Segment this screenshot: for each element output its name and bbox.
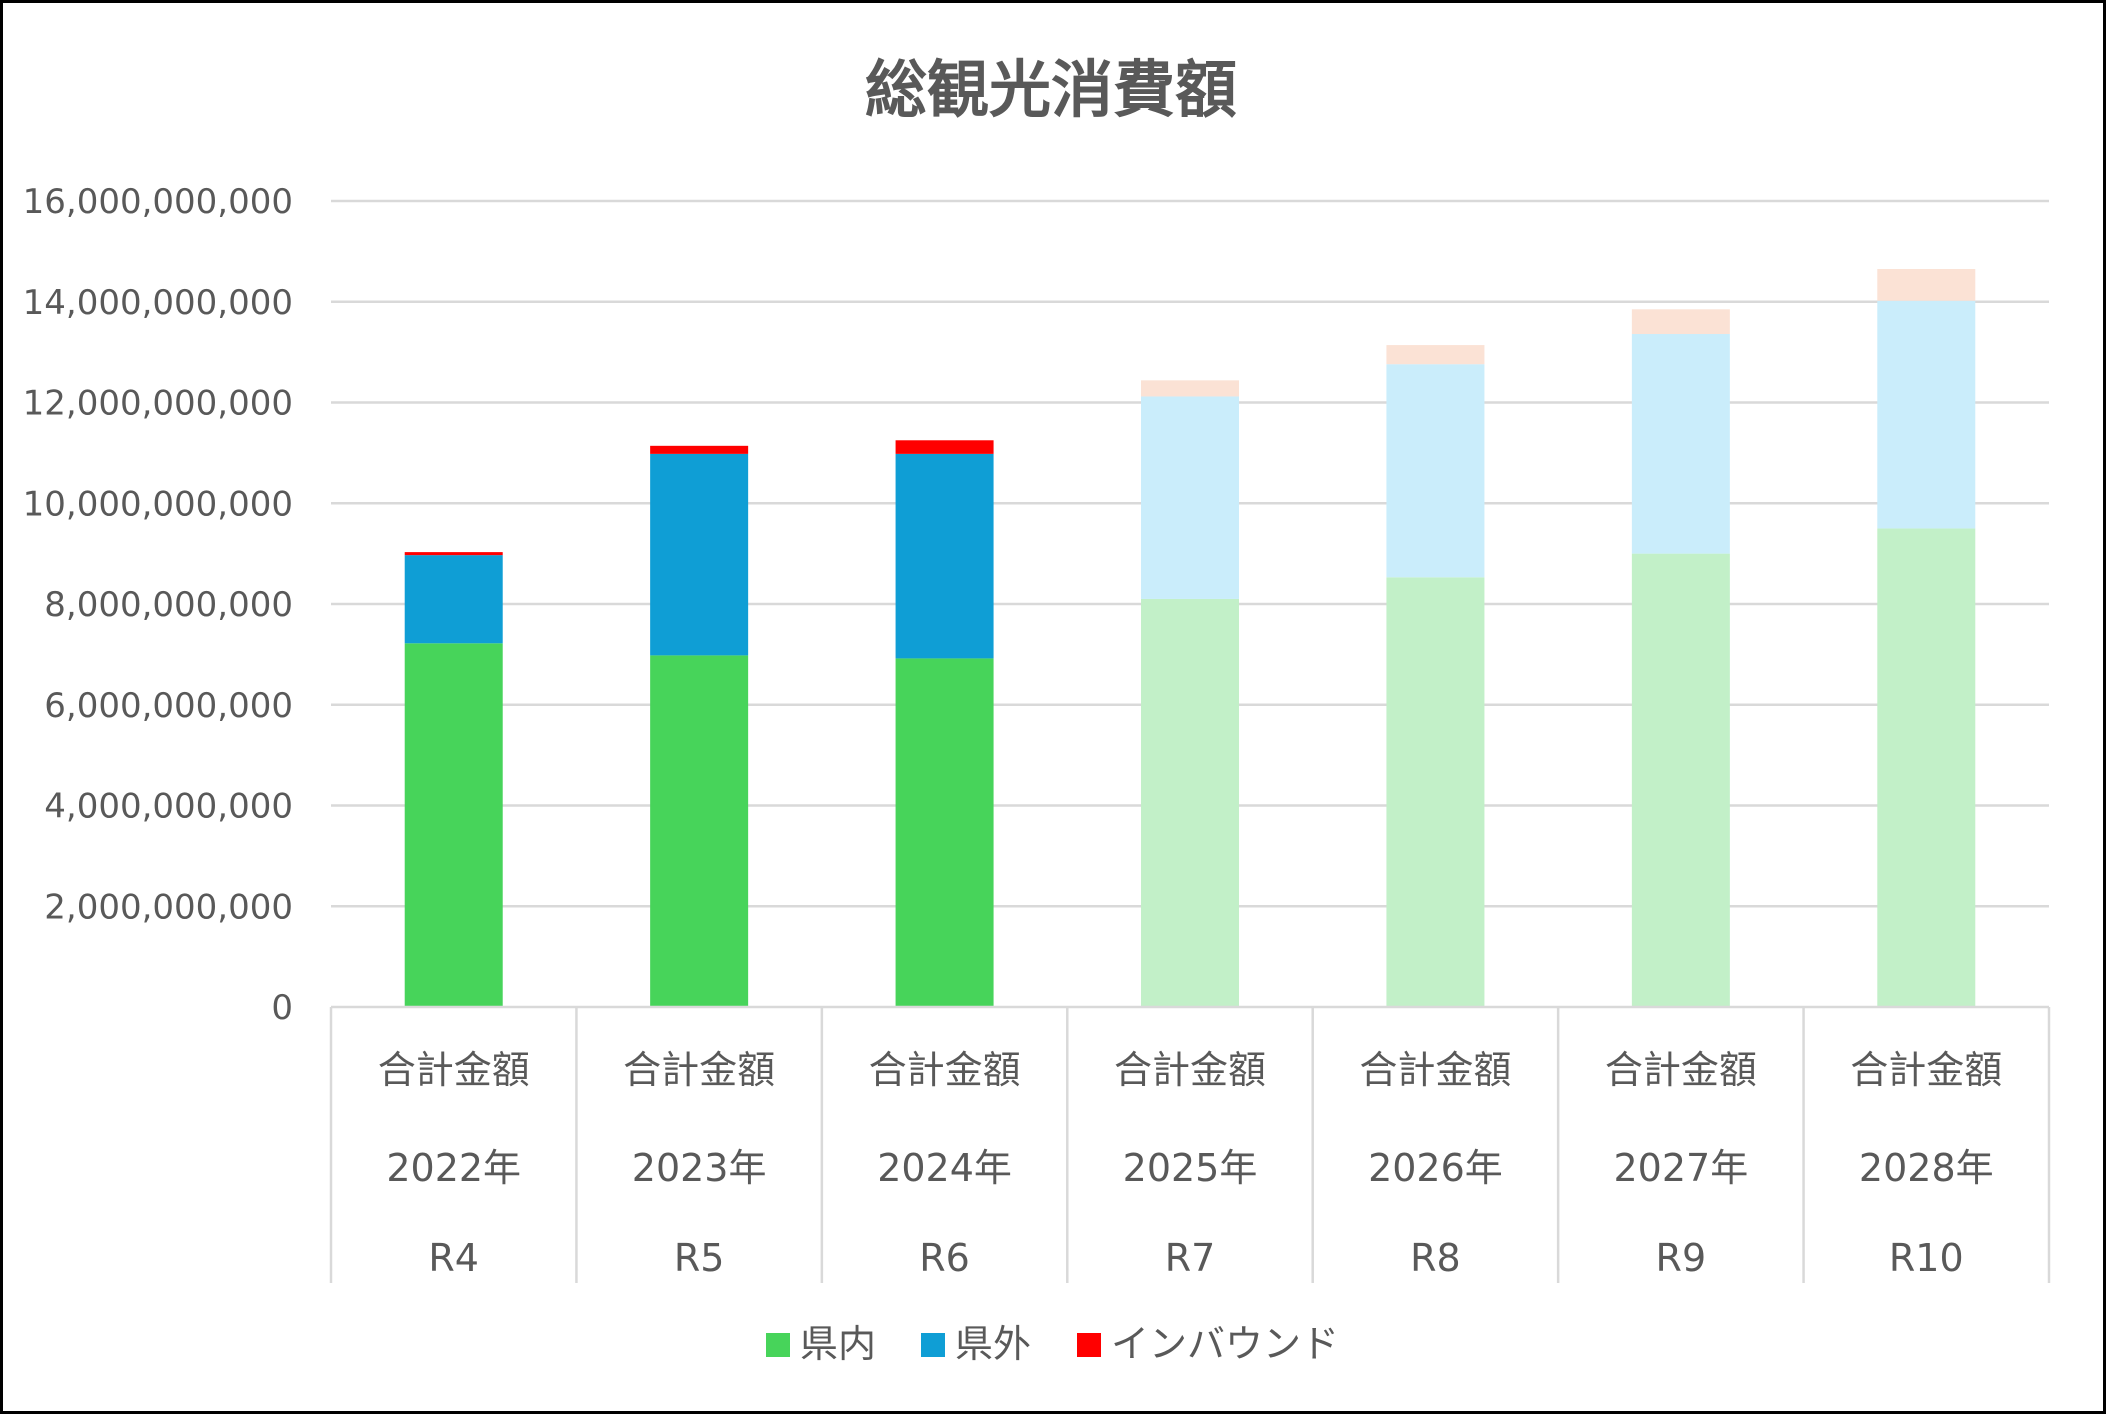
bar-segment-インバウンド xyxy=(650,445,749,454)
y-tick-label: 2,000,000,000 xyxy=(44,887,293,927)
bar-segment-県外 xyxy=(1386,364,1485,578)
bar-segment-県内 xyxy=(1877,528,1976,1007)
y-tick-label: 10,000,000,000 xyxy=(23,484,293,524)
bar-segment-インバウンド xyxy=(404,552,503,556)
y-tick-label: 8,000,000,000 xyxy=(44,585,293,625)
y-tick-label: 6,000,000,000 xyxy=(44,686,293,726)
x-category-label-line1: 合計金額 xyxy=(378,1048,530,1092)
x-category-label-line2: 2027年 xyxy=(1613,1146,1748,1190)
x-category-label-line1: 合計金額 xyxy=(1850,1048,2002,1092)
y-tick-label: 16,000,000,000 xyxy=(23,182,293,222)
y-tick-label: 14,000,000,000 xyxy=(23,283,293,323)
bar-segment-県内 xyxy=(404,643,503,1007)
x-category-label-line1: 合計金額 xyxy=(1359,1048,1511,1092)
x-category-label-line2: 2028年 xyxy=(1859,1146,1994,1190)
legend-label: インバウンド xyxy=(1111,1322,1339,1366)
bar-segment-インバウンド xyxy=(1386,345,1485,365)
y-tick-label: 4,000,000,000 xyxy=(44,787,293,827)
x-category-label-line1: 合計金額 xyxy=(1605,1048,1757,1092)
bar-segment-県外 xyxy=(1631,333,1730,554)
x-category-label-line2: 2022年 xyxy=(386,1146,521,1190)
legend-label: 県内 xyxy=(800,1322,876,1366)
x-category-label-line3: R10 xyxy=(1889,1236,1964,1280)
x-category-label-line2: 2024年 xyxy=(877,1146,1012,1190)
bar-segment-インバウンド xyxy=(1631,309,1730,334)
legend-swatch xyxy=(766,1333,790,1357)
chart: 総観光消費額 0 2,000,000,000 4,000,000,000 6,000,… xyxy=(23,53,2051,1366)
bar-segment-県内 xyxy=(895,658,994,1007)
x-category-label-line3: R4 xyxy=(428,1236,479,1280)
bar-segment-県外 xyxy=(895,453,994,659)
bar-segment-インバウンド xyxy=(1877,269,1976,301)
x-category-label-line2: 2026年 xyxy=(1368,1146,1503,1190)
x-category-label-line1: 合計金額 xyxy=(623,1048,775,1092)
x-category-label-line1: 合計金額 xyxy=(869,1048,1021,1092)
bar-segment-県内 xyxy=(650,655,749,1007)
bar-segment-県内 xyxy=(1631,553,1730,1007)
bar-segment-県外 xyxy=(1141,396,1239,599)
x-category-label-line3: R9 xyxy=(1656,1236,1707,1280)
bars xyxy=(404,269,1976,1007)
bar-segment-インバウンド xyxy=(895,440,994,454)
legend-label: 県外 xyxy=(955,1322,1031,1366)
x-category-label-line3: R8 xyxy=(1410,1236,1461,1280)
x-category-label-line3: R6 xyxy=(919,1236,970,1280)
bar-segment-県外 xyxy=(404,555,503,644)
chart-title: 総観光消費額 xyxy=(865,53,1237,126)
x-category-label-line3: R5 xyxy=(674,1236,725,1280)
legend: 県内 県外 インバウンド xyxy=(766,1322,1339,1366)
bar-segment-県内 xyxy=(1141,598,1239,1007)
x-category-label-line1: 合計金額 xyxy=(1114,1048,1266,1092)
y-tick-label: 12,000,000,000 xyxy=(23,384,293,424)
bar-segment-県内 xyxy=(1386,577,1485,1007)
x-axis: 合計金額 2022年 R4 合計金額 2023年 R5 合計金額 2024年 R6 合計金額 202… xyxy=(329,1005,2051,1283)
y-tick-label: 0 xyxy=(271,988,293,1028)
bar-segment-県外 xyxy=(1877,300,1976,529)
x-category-label-line2: 2023年 xyxy=(632,1146,767,1190)
legend-swatch xyxy=(921,1333,945,1357)
x-category-label-line3: R7 xyxy=(1165,1236,1216,1280)
legend-swatch xyxy=(1077,1333,1101,1357)
x-category-label-line2: 2025年 xyxy=(1123,1146,1258,1190)
y-axis-ticks: 0 2,000,000,000 4,000,000,000 6,000,000,000… xyxy=(23,182,293,1028)
bar-segment-県外 xyxy=(650,453,749,656)
bar-segment-インバウンド xyxy=(1141,380,1239,397)
